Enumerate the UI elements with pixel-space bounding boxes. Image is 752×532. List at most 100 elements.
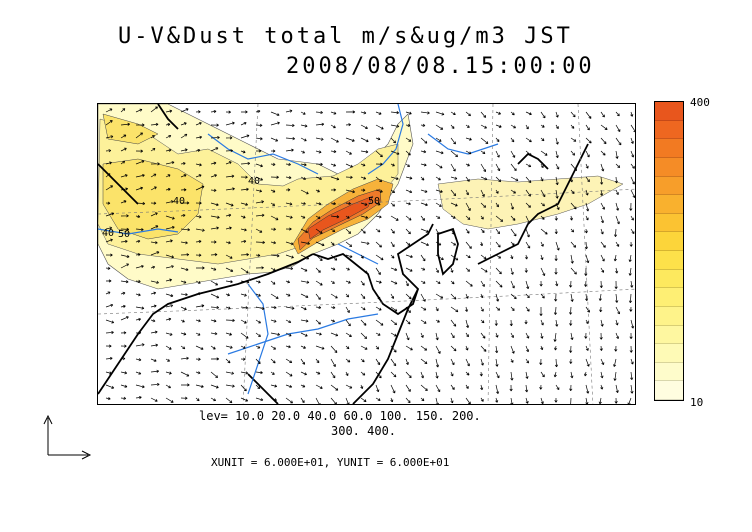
wind-arrow xyxy=(570,163,578,171)
wind-arrow xyxy=(255,189,263,193)
wind-arrow xyxy=(180,383,190,387)
wind-arrow xyxy=(150,382,160,387)
colorbar-swatch xyxy=(655,120,683,140)
wind-arrow xyxy=(450,293,457,300)
wind-arrow xyxy=(420,150,427,154)
wind-arrow xyxy=(510,254,514,260)
wind-arrow xyxy=(285,241,294,246)
wind-arrow xyxy=(330,176,340,181)
wind-arrow xyxy=(569,345,573,353)
wind-arrow xyxy=(240,239,247,244)
wind-arrow xyxy=(420,332,424,338)
wind-arrow xyxy=(300,241,311,245)
wind-arrow xyxy=(195,345,204,350)
wind-arrow xyxy=(135,160,145,165)
wind-arrow xyxy=(360,202,368,206)
wind-arrow xyxy=(195,371,201,375)
wind-arrow xyxy=(225,254,233,259)
wind-arrow xyxy=(180,228,190,232)
wind-arrow xyxy=(195,239,202,244)
wind-arrow xyxy=(315,122,325,126)
colorbar-swatch xyxy=(655,381,683,400)
wind-arrow xyxy=(495,280,503,288)
wind-arrow xyxy=(510,332,514,338)
wind-arrow xyxy=(405,293,412,300)
wind-arrow xyxy=(465,267,470,272)
wind-arrow xyxy=(405,189,413,194)
wind-arrow xyxy=(585,163,589,169)
wind-arrow xyxy=(495,293,500,302)
wind-arrow xyxy=(435,202,442,207)
wind-arrow xyxy=(495,306,501,311)
wind-arrow xyxy=(465,202,471,211)
wind-arrow xyxy=(600,384,604,390)
wind-arrow xyxy=(135,253,141,257)
wind-arrow xyxy=(165,397,174,403)
wind-arrow xyxy=(360,384,364,389)
wind-arrow xyxy=(345,293,350,298)
wind-arrow xyxy=(315,332,322,336)
wind-arrow xyxy=(150,291,157,295)
wind-arrow xyxy=(405,306,411,314)
wind-arrow xyxy=(465,293,469,299)
wind-arrow xyxy=(539,358,543,366)
wind-arrow xyxy=(405,228,411,235)
wind-arrow xyxy=(450,137,456,145)
wind-arrow xyxy=(420,123,426,127)
wind-arrow xyxy=(495,371,500,379)
wind-arrow xyxy=(613,254,617,262)
wind-arrow xyxy=(255,384,261,389)
wind-arrow xyxy=(120,160,126,165)
wind-arrow xyxy=(405,150,411,156)
wind-arrow xyxy=(360,150,369,154)
wind-arrow xyxy=(330,280,335,284)
wind-arrow xyxy=(195,174,202,178)
wind-arrow xyxy=(510,215,516,221)
wind-arrow xyxy=(345,371,349,376)
wind-arrow xyxy=(510,371,514,381)
colorbar xyxy=(654,101,684,401)
wind-arrow xyxy=(509,384,513,392)
wind-arrow xyxy=(165,265,174,269)
wind-arrow xyxy=(614,280,618,290)
wind-arrow xyxy=(495,358,499,367)
wind-arrow xyxy=(540,124,545,128)
contour-label: 40 xyxy=(173,196,185,207)
wind-arrow xyxy=(240,121,247,126)
wind-arrow xyxy=(150,304,157,308)
wind-arrow xyxy=(390,228,395,234)
wind-arrow xyxy=(210,371,219,378)
colorbar-swatch xyxy=(655,344,683,363)
wind-arrow xyxy=(345,215,350,219)
wind-arrow xyxy=(285,123,295,127)
wind-arrow xyxy=(554,215,558,221)
wind-arrow xyxy=(315,293,321,300)
wind-arrow xyxy=(105,201,111,205)
wind-arrow xyxy=(525,345,530,353)
colorbar-swatch xyxy=(655,213,683,233)
wind-arrow xyxy=(465,371,470,376)
wind-arrow xyxy=(525,293,530,299)
wind-arrow xyxy=(375,384,380,393)
wind-arrow xyxy=(390,280,398,285)
wind-arrow xyxy=(627,397,632,404)
wind-arrow xyxy=(315,319,321,325)
wind-arrow xyxy=(495,384,500,394)
wind-arrow xyxy=(450,280,455,285)
wind-arrow xyxy=(195,185,205,191)
wind-arrow xyxy=(599,345,603,351)
wind-arrow xyxy=(315,241,325,247)
wind-arrow xyxy=(600,137,607,145)
wind-arrow xyxy=(630,358,634,365)
wind-arrow xyxy=(315,358,320,364)
wind-arrow xyxy=(510,176,519,182)
wind-arrow xyxy=(360,306,366,311)
wind-arrow xyxy=(225,332,232,336)
reference-vector-icon xyxy=(43,414,92,460)
wind-arrow xyxy=(315,254,323,261)
wind-arrow xyxy=(420,228,429,233)
wind-arrow xyxy=(630,111,634,117)
wind-arrow xyxy=(525,215,531,224)
wind-arrow xyxy=(554,267,558,275)
wind-arrow xyxy=(120,200,127,204)
